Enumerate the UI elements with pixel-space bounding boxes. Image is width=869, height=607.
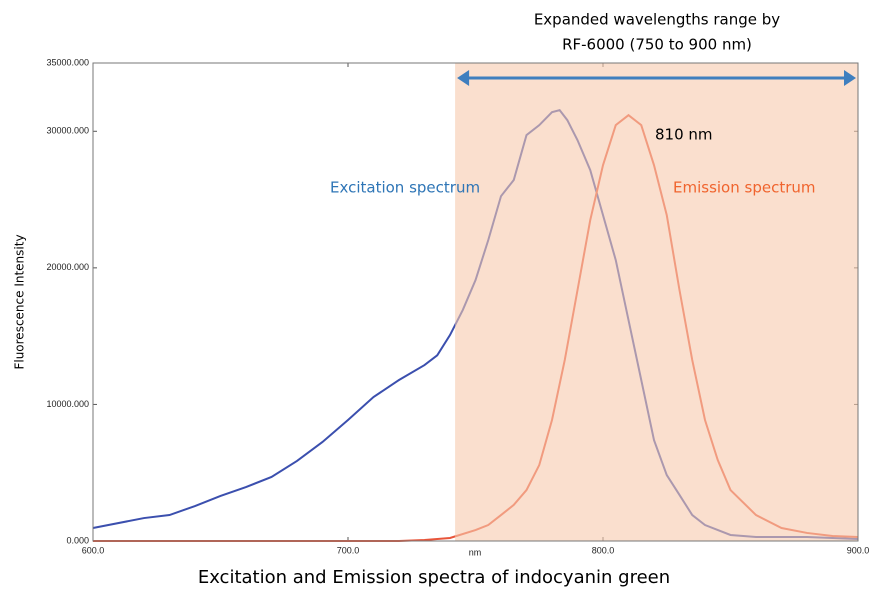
series-label: Excitation spectrum — [330, 179, 480, 197]
caption: Excitation and Emission spectra of indoc… — [198, 567, 670, 588]
y-tick-label: 35000.000 — [46, 57, 89, 67]
y-tick-label: 30000.000 — [46, 126, 89, 136]
arrow-head — [457, 70, 470, 86]
range-annotation: RF-6000 (750 to 900 nm) — [562, 36, 752, 54]
x-axis-label: nm — [469, 547, 482, 557]
plot-frame — [92, 62, 859, 542]
x-tick-label: 600.0 — [82, 545, 105, 555]
y-tick-label: 0.000 — [66, 535, 89, 545]
range-annotation: Expanded wavelengths range by — [534, 11, 780, 29]
y-tick-label: 10000.000 — [46, 399, 89, 409]
y-tick-label: 20000.000 — [46, 262, 89, 272]
x-tick-label: 900.0 — [847, 545, 869, 555]
y-axis-label: Fluorescence Intensity — [13, 234, 27, 369]
x-tick-label: 800.0 — [592, 545, 615, 555]
series-label: Emission spectrum — [673, 179, 816, 197]
arrow-head — [844, 70, 856, 86]
highlight-region — [455, 63, 858, 541]
peak-annotation: 810 nm — [655, 126, 713, 144]
x-tick-label: 700.0 — [337, 545, 360, 555]
